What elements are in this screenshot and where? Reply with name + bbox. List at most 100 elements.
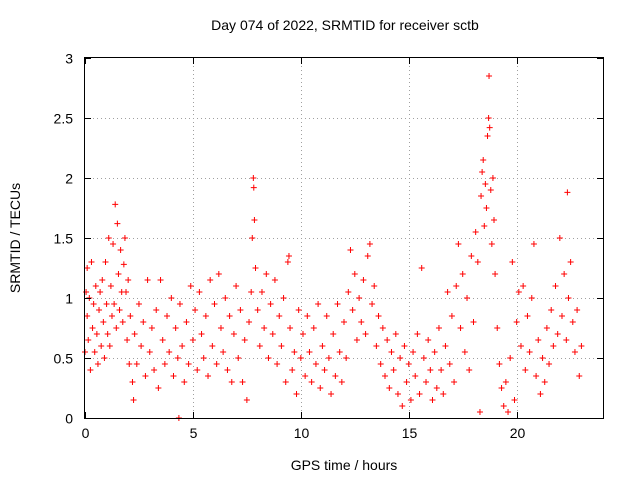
plot-frame xyxy=(84,57,604,419)
data-point xyxy=(84,313,91,319)
y-tick-label: 0 xyxy=(65,411,73,427)
data-point xyxy=(567,259,574,265)
data-point xyxy=(353,337,360,343)
data-point xyxy=(328,391,335,397)
data-point xyxy=(401,343,408,349)
data-point xyxy=(425,337,432,343)
data-point xyxy=(373,343,380,349)
data-point xyxy=(520,283,527,289)
data-point xyxy=(261,325,268,331)
data-point xyxy=(239,379,246,385)
data-point xyxy=(543,325,550,331)
data-point xyxy=(427,367,434,373)
data-point xyxy=(438,367,445,373)
data-point xyxy=(390,367,397,373)
data-point xyxy=(119,319,126,325)
data-point xyxy=(291,349,298,355)
data-point xyxy=(252,265,259,271)
data-point xyxy=(533,373,540,379)
data-point xyxy=(256,343,263,349)
data-point xyxy=(213,361,220,367)
data-point xyxy=(479,169,486,175)
data-point xyxy=(397,355,404,361)
data-point xyxy=(440,391,447,397)
data-point xyxy=(466,367,473,373)
data-point xyxy=(99,277,106,283)
data-point xyxy=(310,325,317,331)
data-point xyxy=(96,307,103,313)
data-point xyxy=(103,301,110,307)
data-point xyxy=(278,343,285,349)
axes: 0 5 10 15 20 0 0.5 1 1.5 2 2.5 3 xyxy=(54,51,603,441)
data-point xyxy=(550,343,557,349)
data-point xyxy=(343,355,350,361)
y-tick-label: 2.5 xyxy=(54,111,74,127)
data-point xyxy=(121,235,128,241)
data-point xyxy=(399,403,406,409)
data-point xyxy=(276,313,283,319)
data-point xyxy=(222,295,229,301)
data-point xyxy=(89,325,96,331)
data-point xyxy=(429,397,436,403)
data-point xyxy=(539,355,546,361)
data-point xyxy=(517,343,524,349)
data-point xyxy=(403,379,410,385)
data-point xyxy=(113,325,120,331)
data-point xyxy=(446,361,453,367)
data-point xyxy=(263,271,270,277)
data-point xyxy=(405,361,412,367)
data-point xyxy=(85,337,92,343)
data-point xyxy=(556,235,563,241)
data-point xyxy=(155,385,162,391)
data-point xyxy=(302,373,309,379)
data-point xyxy=(196,289,203,295)
data-point xyxy=(202,313,209,319)
data-point xyxy=(371,283,378,289)
data-point xyxy=(524,313,531,319)
data-point xyxy=(496,361,503,367)
data-point xyxy=(461,349,468,355)
data-point xyxy=(104,331,111,337)
data-point xyxy=(412,373,419,379)
data-point xyxy=(336,349,343,355)
data-point xyxy=(164,313,171,319)
data-point xyxy=(243,397,250,403)
data-point xyxy=(90,301,97,307)
data-point xyxy=(325,355,332,361)
data-point xyxy=(105,235,112,241)
data-point xyxy=(284,259,291,265)
data-point xyxy=(526,349,533,355)
data-point xyxy=(304,313,311,319)
data-point xyxy=(418,265,425,271)
data-point xyxy=(382,373,389,379)
data-point xyxy=(535,337,542,343)
data-point xyxy=(251,217,258,223)
data-point xyxy=(528,295,535,301)
data-point xyxy=(448,313,455,319)
data-point xyxy=(576,373,583,379)
data-point xyxy=(332,373,339,379)
data-point xyxy=(561,271,568,277)
data-point xyxy=(392,331,399,337)
data-point xyxy=(198,331,205,337)
data-point xyxy=(433,385,440,391)
data-point xyxy=(285,253,292,259)
data-point xyxy=(554,331,561,337)
data-point xyxy=(323,313,330,319)
data-point xyxy=(129,379,136,385)
data-point xyxy=(217,325,224,331)
chart-title: Day 074 of 2022, SRMTID for receiver sct… xyxy=(211,17,479,33)
data-point xyxy=(93,331,100,337)
data-point xyxy=(126,361,133,367)
data-point xyxy=(410,349,417,355)
data-point xyxy=(157,277,164,283)
data-point xyxy=(513,319,520,325)
data-point xyxy=(500,403,507,409)
data-point xyxy=(215,271,222,277)
data-point xyxy=(282,379,289,385)
data-point xyxy=(571,349,578,355)
data-point xyxy=(470,319,477,325)
data-point xyxy=(161,361,168,367)
data-point xyxy=(334,301,341,307)
